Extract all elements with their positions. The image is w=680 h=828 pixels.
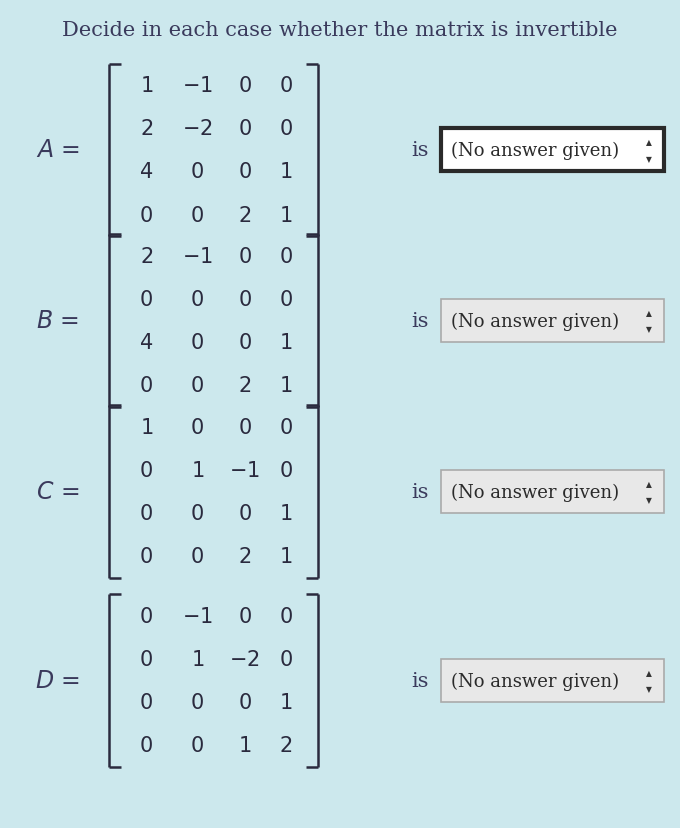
Text: $0$: $0$ [238,503,252,523]
Text: $-1$: $-1$ [182,606,213,626]
Text: $0$: $0$ [279,606,292,626]
Text: $\mathit{D}$ =: $\mathit{D}$ = [35,669,80,692]
Text: $0$: $0$ [139,503,153,523]
Text: $4$: $4$ [139,162,153,182]
Text: $0$: $0$ [238,290,252,310]
Text: is: is [411,672,429,690]
Text: $1$: $1$ [279,692,292,712]
Text: $1$: $1$ [279,162,292,182]
Text: $0$: $0$ [190,417,204,437]
Text: $0$: $0$ [190,205,204,225]
Text: $0$: $0$ [238,76,252,96]
Text: $0$: $0$ [190,735,204,755]
Text: $0$: $0$ [238,119,252,139]
Text: $0$: $0$ [238,333,252,353]
Text: $0$: $0$ [238,417,252,437]
Text: $0$: $0$ [139,692,153,712]
Text: $0$: $0$ [190,333,204,353]
Text: $0$: $0$ [190,503,204,523]
FancyBboxPatch shape [441,470,664,513]
Text: $0$: $0$ [139,735,153,755]
Text: (No answer given): (No answer given) [451,483,619,501]
Text: $0$: $0$ [190,546,204,566]
Text: $1$: $1$ [279,503,292,523]
Text: ▼: ▼ [646,155,651,163]
Text: ▼: ▼ [646,325,651,334]
Text: $0$: $0$ [279,290,292,310]
Text: $4$: $4$ [139,333,153,353]
Text: $0$: $0$ [279,460,292,480]
Text: ▲: ▲ [646,309,651,317]
Text: $2$: $2$ [139,247,153,267]
Text: ▲: ▲ [646,138,651,147]
Text: $0$: $0$ [139,649,153,669]
Text: $0$: $0$ [139,546,153,566]
Text: $1$: $1$ [139,76,153,96]
FancyBboxPatch shape [441,659,664,702]
Text: $2$: $2$ [238,205,252,225]
Text: $\mathit{A}$ =: $\mathit{A}$ = [36,139,80,162]
Text: $0$: $0$ [238,247,252,267]
Text: (No answer given): (No answer given) [451,312,619,330]
Text: $0$: $0$ [190,376,204,396]
FancyBboxPatch shape [441,129,664,172]
Text: $-2$: $-2$ [182,119,213,139]
Text: $1$: $1$ [279,333,292,353]
Text: $0$: $0$ [279,76,292,96]
Text: (No answer given): (No answer given) [451,142,619,160]
Text: $1$: $1$ [139,417,153,437]
Text: $\mathit{C}$ =: $\mathit{C}$ = [36,480,80,503]
Text: $0$: $0$ [139,376,153,396]
FancyBboxPatch shape [441,300,664,343]
Text: $0$: $0$ [139,205,153,225]
Text: $1$: $1$ [190,460,204,480]
Text: $0$: $0$ [139,460,153,480]
Text: $0$: $0$ [279,247,292,267]
Text: ▼: ▼ [646,496,651,504]
Text: $0$: $0$ [279,649,292,669]
Text: $1$: $1$ [279,205,292,225]
Text: $0$: $0$ [190,162,204,182]
Text: is: is [411,312,429,330]
Text: ▲: ▲ [646,668,651,676]
Text: is: is [411,483,429,501]
Text: $0$: $0$ [238,692,252,712]
Text: $-1$: $-1$ [182,247,213,267]
Text: $\mathit{B}$ =: $\mathit{B}$ = [36,310,80,333]
Text: $0$: $0$ [279,417,292,437]
Text: $2$: $2$ [238,376,252,396]
Text: (No answer given): (No answer given) [451,672,619,690]
Text: $1$: $1$ [279,376,292,396]
Text: $0$: $0$ [190,692,204,712]
Text: $-2$: $-2$ [229,649,260,669]
Text: is: is [411,142,429,160]
Text: $-1$: $-1$ [182,76,213,96]
Text: Decide in each case whether the matrix is invertible: Decide in each case whether the matrix i… [63,21,617,40]
Text: $0$: $0$ [238,606,252,626]
Text: ▼: ▼ [646,685,651,693]
Text: $0$: $0$ [190,290,204,310]
Text: $0$: $0$ [238,162,252,182]
Text: $1$: $1$ [279,546,292,566]
Text: $2$: $2$ [238,546,252,566]
Text: $0$: $0$ [139,606,153,626]
Text: $-1$: $-1$ [229,460,260,480]
Text: $0$: $0$ [279,119,292,139]
Text: $2$: $2$ [139,119,153,139]
Text: $2$: $2$ [279,735,292,755]
Text: $0$: $0$ [139,290,153,310]
Text: $1$: $1$ [190,649,204,669]
Text: $1$: $1$ [238,735,252,755]
Text: ▲: ▲ [646,479,651,488]
